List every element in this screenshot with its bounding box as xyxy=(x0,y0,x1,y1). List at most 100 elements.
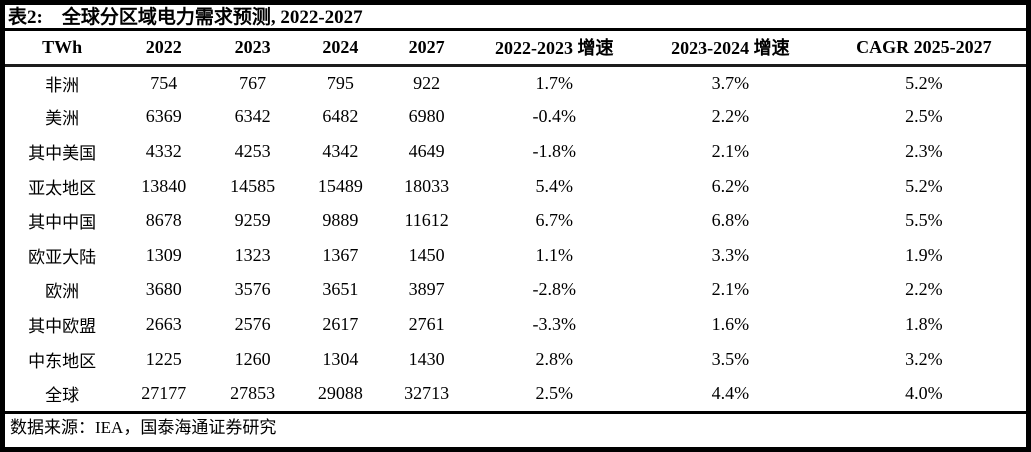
table-cell: 6.2% xyxy=(711,175,750,196)
table-cell: 5.5% xyxy=(905,210,943,231)
table-cell: 2.5% xyxy=(535,383,573,404)
row-label: 其中欧盟 xyxy=(28,316,97,336)
row-label: 欧洲 xyxy=(45,282,80,302)
table-cell: 18033 xyxy=(404,175,450,196)
row-label: 非洲 xyxy=(45,75,80,95)
table-cell: 4.0% xyxy=(905,383,943,404)
table-cell: 9259 xyxy=(234,210,271,231)
data-source: 数据来源：IEA，国泰海通证券研究 xyxy=(5,410,1026,441)
column-header: CAGR 2025-2027 xyxy=(821,31,1026,67)
table-cell: 1.7% xyxy=(535,72,573,93)
table-cell: 4332 xyxy=(145,140,182,161)
table-cell: 3.3% xyxy=(711,244,750,265)
table-cell: 1430 xyxy=(408,348,445,369)
table-cell: -2.8% xyxy=(532,279,576,300)
row-label: 其中中国 xyxy=(28,213,97,233)
column-header: 2024 xyxy=(296,31,384,67)
table-row: 美洲 6369 6342 6482 6980 -0.4% 2.2% 2.5% xyxy=(5,100,1026,135)
table-cell: 15489 xyxy=(317,175,363,196)
table-cell: 6342 xyxy=(234,106,271,127)
table-row: 非洲 754 767 795 922 1.7% 3.7% 5.2% xyxy=(5,65,1026,100)
table-cell: 2.1% xyxy=(711,140,750,161)
table-row: 中东地区 1225 1260 1304 1430 2.8% 3.5% 3.2% xyxy=(5,342,1026,377)
table-cell: 2.5% xyxy=(905,106,943,127)
table-cell: 4649 xyxy=(408,140,445,161)
data-table: TWh 2022 2023 2024 2027 2022-2023 增速 2023-2024… xyxy=(5,31,1026,411)
table-cell: 27853 xyxy=(230,383,276,404)
table-cell: 3651 xyxy=(322,279,359,300)
table-cell: 29088 xyxy=(317,383,363,404)
table-cell: 6.8% xyxy=(711,210,750,231)
table-cell: 1367 xyxy=(322,244,359,265)
table-row: 其中美国 4332 4253 4342 4649 -1.8% 2.1% 2.3% xyxy=(5,134,1026,169)
table-cell: 2.8% xyxy=(535,348,573,369)
row-label: 中东地区 xyxy=(28,351,97,371)
table-cell: 8678 xyxy=(145,210,182,231)
table-cell: 2761 xyxy=(408,313,445,334)
table-cell: 2.2% xyxy=(711,106,750,127)
table-cell: -0.4% xyxy=(532,106,576,127)
table-cell: -1.8% xyxy=(532,140,576,161)
row-label: 全球 xyxy=(45,386,80,406)
table-cell: 1.9% xyxy=(905,244,943,265)
table-cell: 922 xyxy=(413,72,441,93)
table-cell: 3.2% xyxy=(905,348,943,369)
table-row: 其中欧盟 2663 2576 2617 2761 -3.3% 1.6% 1.8% xyxy=(5,307,1026,342)
table-cell: 14585 xyxy=(230,175,276,196)
column-header: 2023-2024 增速 xyxy=(638,31,822,67)
table-cell: 5.2% xyxy=(905,72,943,93)
column-header: 2023 xyxy=(208,31,297,67)
table-cell: 11612 xyxy=(404,210,449,231)
row-label: 亚太地区 xyxy=(28,178,97,198)
table-cell: 3680 xyxy=(145,279,182,300)
table-cell: 2.3% xyxy=(905,140,943,161)
table-row: 亚太地区 13840 14585 15489 18033 5.4% 6.2% 5.2% xyxy=(5,169,1026,204)
column-header: TWh xyxy=(5,31,120,67)
table-cell: 4.4% xyxy=(711,383,750,404)
row-label: 美洲 xyxy=(45,109,80,129)
table-cell: 1304 xyxy=(322,348,359,369)
table-cell: 6369 xyxy=(145,106,182,127)
table-cell: 27177 xyxy=(141,383,187,404)
table-row: 欧洲 3680 3576 3651 3897 -2.8% 2.1% 2.2% xyxy=(5,273,1026,308)
header-row: TWh 2022 2023 2024 2027 2022-2023 增速 2023-2024… xyxy=(5,31,1026,67)
row-label: 欧亚大陆 xyxy=(28,247,97,267)
table-cell: 1450 xyxy=(408,244,445,265)
table-cell: 2617 xyxy=(322,313,359,334)
table-cell: -3.3% xyxy=(532,313,576,334)
table-cell: 4253 xyxy=(234,140,271,161)
table-cell: 3576 xyxy=(234,279,271,300)
table-cell: 754 xyxy=(150,72,178,93)
table-cell: 13840 xyxy=(141,175,187,196)
table-cell: 3.7% xyxy=(711,72,750,93)
table-cell: 3897 xyxy=(408,279,445,300)
table-cell: 6482 xyxy=(322,106,359,127)
table-cell: 795 xyxy=(326,72,354,93)
table-cell: 3.5% xyxy=(711,348,750,369)
table-cell: 1260 xyxy=(234,348,271,369)
table-cell: 1.6% xyxy=(711,313,750,334)
table-cell: 5.2% xyxy=(905,175,943,196)
table-cell: 9889 xyxy=(322,210,359,231)
table-title: 表2: 全球分区域电力需求预测, 2022-2027 xyxy=(5,5,1026,31)
table-row: 其中中国 8678 9259 9889 11612 6.7% 6.8% 5.5% xyxy=(5,203,1026,238)
column-header: 2022 xyxy=(119,31,209,67)
table-row: 全球 27177 27853 29088 32713 2.5% 4.4% 4.0% xyxy=(5,376,1026,411)
table-cell: 32713 xyxy=(404,383,450,404)
table-cell: 1225 xyxy=(145,348,182,369)
table-cell: 1323 xyxy=(234,244,271,265)
table-cell: 6980 xyxy=(408,106,445,127)
table-cell: 767 xyxy=(239,72,267,93)
table-cell: 4342 xyxy=(322,140,359,161)
table-cell: 2.2% xyxy=(905,279,943,300)
table-cell: 2663 xyxy=(145,313,182,334)
table-cell: 2.1% xyxy=(711,279,750,300)
table-cell: 1309 xyxy=(145,244,182,265)
row-label: 其中美国 xyxy=(28,143,97,163)
table-cell: 1.1% xyxy=(535,244,573,265)
column-header: 2022-2023 增速 xyxy=(469,31,639,67)
column-header: 2027 xyxy=(383,31,470,67)
table-cell: 5.4% xyxy=(535,175,573,196)
table-row: 欧亚大陆 1309 1323 1367 1450 1.1% 3.3% 1.9% xyxy=(5,238,1026,273)
table-cell: 6.7% xyxy=(535,210,573,231)
